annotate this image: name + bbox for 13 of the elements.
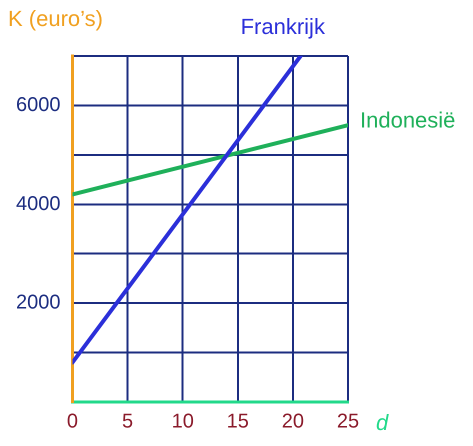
series-label: Indonesië xyxy=(360,107,456,132)
x-tick-label: 10 xyxy=(172,410,194,433)
y-axis-title: K (euro’s) xyxy=(8,6,103,32)
x-tick-label: 5 xyxy=(122,410,134,433)
y-tick-label: 2000 xyxy=(16,292,60,314)
y-tick-label: 6000 xyxy=(16,94,60,116)
x-tick-label: 20 xyxy=(282,410,304,433)
x-tick-label: 25 xyxy=(336,410,360,433)
x-tick-label: 15 xyxy=(226,410,249,433)
series-label: Frankrijk xyxy=(240,14,326,40)
x-tick-label: 0 xyxy=(66,410,78,433)
x-axis-title: d xyxy=(376,410,389,436)
y-tick-label: 4000 xyxy=(16,192,60,215)
